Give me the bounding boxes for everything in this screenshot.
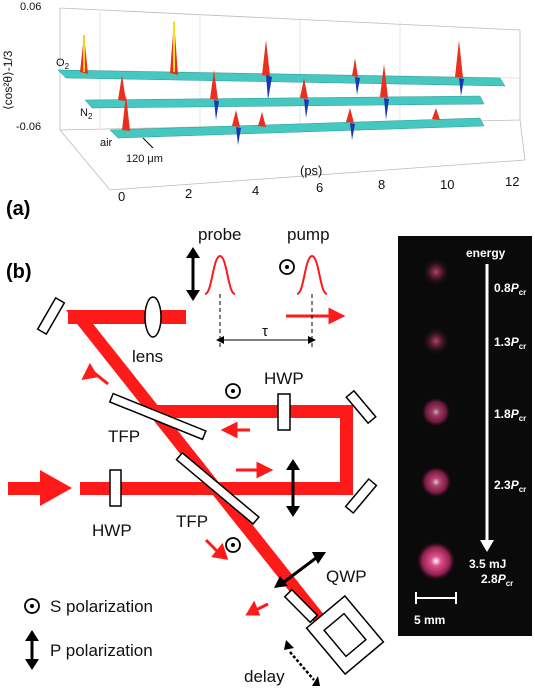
pump-pulse bbox=[296, 254, 328, 295]
lens-label: lens bbox=[132, 347, 163, 366]
p-arrow-qwp bbox=[274, 552, 326, 588]
mirror-top-right bbox=[345, 389, 377, 425]
qwp-label: QWP bbox=[326, 567, 367, 586]
hwp-top-label: HWP bbox=[264, 369, 304, 388]
profile-spot-1 bbox=[422, 258, 450, 286]
qwp bbox=[283, 588, 319, 624]
beam-paths bbox=[8, 310, 353, 645]
trace-air bbox=[109, 95, 485, 145]
level-4: 2.3Pcr bbox=[494, 478, 526, 494]
polarization-markers bbox=[186, 247, 326, 686]
delay-stage bbox=[305, 594, 385, 676]
s-dot-hwp bbox=[225, 383, 241, 399]
trace-n2 bbox=[84, 64, 485, 120]
legend-p: P polarization bbox=[50, 641, 153, 660]
profile-spot-3 bbox=[421, 397, 451, 427]
panel-label-a: (a) bbox=[6, 198, 30, 220]
level-2: 1.3Pcr bbox=[494, 335, 526, 351]
tau-label: τ bbox=[262, 323, 268, 340]
scale-bar-label: 5 mm bbox=[414, 613, 445, 627]
legend-s: S polarization bbox=[50, 597, 153, 616]
direction-arrows bbox=[81, 307, 346, 616]
y-tick-bottom: -0.06 bbox=[16, 121, 41, 133]
level-3: 1.8Pcr bbox=[494, 407, 526, 423]
x-tick-0: 0 bbox=[118, 189, 125, 204]
profile-spot-4 bbox=[420, 466, 452, 498]
delay-arrow bbox=[284, 640, 320, 686]
mirror-bottom-right bbox=[344, 477, 378, 515]
hwp-bottom bbox=[109, 469, 122, 507]
trace-label-n2: N2 bbox=[80, 107, 93, 121]
mirror-top-left bbox=[36, 296, 66, 336]
hwp-bottom-label: HWP bbox=[92, 521, 132, 540]
x-tick-8: 8 bbox=[378, 177, 385, 192]
optics bbox=[36, 296, 385, 676]
x-tick-4: 4 bbox=[252, 183, 259, 198]
x-tick-10: 10 bbox=[440, 177, 454, 192]
trace-label-air: air bbox=[100, 137, 113, 149]
x-axis-label: (ps) bbox=[300, 163, 322, 178]
profile-spot-5 bbox=[416, 541, 456, 581]
max-energy-label: 3.5 mJ bbox=[469, 557, 506, 571]
level-1: 0.8Pcr bbox=[494, 281, 526, 297]
trace-o2 bbox=[57, 20, 506, 100]
probe-pulse bbox=[204, 254, 236, 295]
tfp-top-label: TFP bbox=[108, 427, 140, 446]
s-dot-pump bbox=[279, 259, 295, 275]
x-tick-2: 2 bbox=[185, 186, 192, 201]
trace-label-o2: O2 bbox=[56, 57, 70, 71]
x-tick-6: 6 bbox=[316, 180, 323, 195]
tfp-bottom bbox=[175, 451, 260, 526]
energy-label: energy bbox=[466, 246, 506, 260]
pump-label: pump bbox=[287, 225, 330, 244]
inset-background bbox=[398, 236, 532, 636]
panel-b: (b) bbox=[6, 225, 385, 686]
p-arrow-probe bbox=[186, 247, 200, 301]
beam-profile-inset: energy 0.8Pcr 1.3Pcr 1.8Pcr 2.3Pcr 2.8Pc… bbox=[398, 236, 532, 636]
scale-label: 120 μm bbox=[126, 153, 163, 165]
pulses bbox=[204, 254, 328, 350]
s-dot-tfp bbox=[225, 537, 241, 553]
tfp-bottom-label: TFP bbox=[176, 512, 208, 531]
legend: S polarization P polarization bbox=[24, 597, 153, 670]
tfp-top bbox=[108, 392, 207, 441]
y-axis-label: ⟨cos²θ⟩-1/3 bbox=[1, 50, 15, 110]
lens bbox=[144, 296, 162, 338]
hwp-top bbox=[277, 393, 291, 431]
level-5: 2.8Pcr bbox=[481, 572, 513, 588]
scale-arrow bbox=[142, 137, 154, 149]
x-tick-12: 12 bbox=[505, 174, 519, 189]
panel-a: 0.06 -0.06 ⟨cos²θ⟩-1/3 bbox=[1, 1, 526, 220]
profile-spot-2 bbox=[422, 327, 450, 355]
panel-label-b: (b) bbox=[6, 261, 32, 283]
delay-label: delay bbox=[244, 667, 285, 686]
probe-label: probe bbox=[198, 225, 241, 244]
p-arrow-mid bbox=[286, 459, 300, 517]
y-tick-top: 0.06 bbox=[20, 1, 41, 13]
